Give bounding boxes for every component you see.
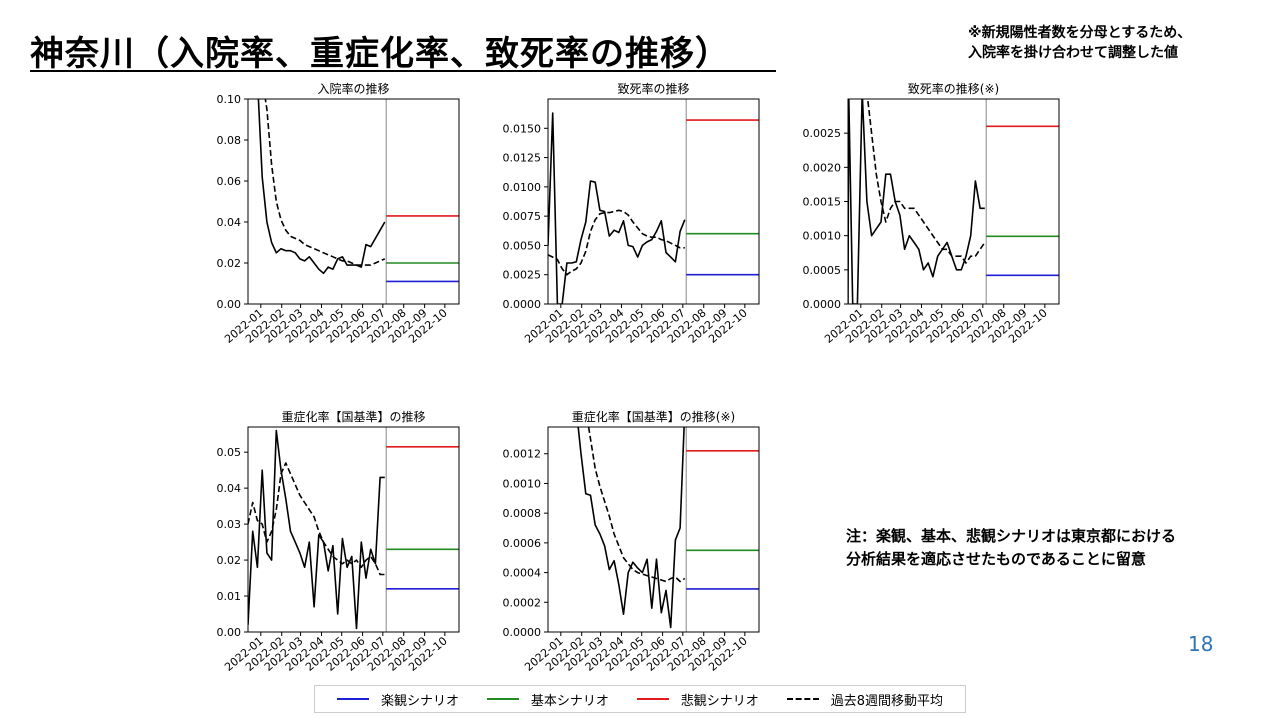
y-tick-label: 0.0075 <box>503 210 542 223</box>
y-tick-label: 0.0025 <box>503 269 542 282</box>
legend-swatch-moving-average <box>786 698 819 700</box>
series-line-moving-average <box>587 427 686 583</box>
y-tick-label: 0.0002 <box>503 596 542 609</box>
y-tick-label: 0.02 <box>217 554 242 567</box>
y-tick-label: 0.02 <box>217 257 242 270</box>
legend-label-optimistic: 楽観シナリオ <box>380 693 459 709</box>
title-underline <box>30 70 776 72</box>
y-tick-label: 0.06 <box>217 175 242 188</box>
legend-label-pessimistic: 悲観シナリオ <box>680 693 759 709</box>
y-tick-label: 0.03 <box>217 518 242 531</box>
y-tick-label: 0.00 <box>217 626 242 639</box>
legend: 楽観シナリオ 基本シナリオ 悲観シナリオ 過去8週間移動平均 <box>314 685 966 713</box>
scenario-note-line-2: 分析結果を適応させたものであることに留意 <box>846 550 1146 568</box>
plot-frame <box>247 426 460 633</box>
chart-severe-rate: 重症化率【国基準】の推移0.000.010.020.030.040.052022… <box>217 409 460 674</box>
chart-title: 致死率の推移(※) <box>908 81 999 96</box>
y-tick-label: 0.10 <box>217 93 242 106</box>
y-tick-label: 0.0050 <box>503 239 542 252</box>
y-tick-label: 0.0025 <box>803 127 842 140</box>
y-tick-label: 0.04 <box>217 482 242 495</box>
plot-frame <box>247 98 460 305</box>
plot-frame <box>847 98 1060 305</box>
adjustment-note-line-2: 入院率を掛け合わせて調整した値 <box>968 45 1178 61</box>
y-tick-label: 0.0000 <box>503 626 542 639</box>
y-tick-label: 0.0150 <box>503 122 542 135</box>
scenario-note-line-1: 注：楽観、基本、悲観シナリオは東京都における <box>846 527 1177 545</box>
chart-fatality-rate-adjusted: 致死率の推移(※) 0.0000 0.0005 0.0010 0.0015 0.0020 0… <box>803 81 1060 346</box>
series-group <box>248 429 459 630</box>
legend-swatch-pessimistic <box>636 698 669 700</box>
y-tick-label: 0.0005 <box>803 264 842 277</box>
legend-item-optimistic: 楽観シナリオ <box>336 690 459 709</box>
y-tick-label: 0.0006 <box>503 537 542 550</box>
page-title: 神奈川（入院率、重症化率、致死率の推移） <box>30 34 730 74</box>
series-line-actual <box>577 427 685 629</box>
y-tick-label: 0.0125 <box>503 152 542 165</box>
legend-swatch-optimistic <box>336 698 369 700</box>
chart-fatality-rate: 致死率の推移 0.0000 0.0025 0.0050 0.0075 0.0100 0.01… <box>503 81 760 346</box>
series-line-moving-average <box>248 462 385 576</box>
y-tick-label: 0.0100 <box>503 181 542 194</box>
plot-frame <box>547 98 760 305</box>
y-tick-label: 0.0000 <box>803 298 842 311</box>
chart-title: 重症化率【国基準】の推移(※) <box>572 409 735 424</box>
series-group <box>257 99 459 283</box>
series-line-actual <box>848 99 985 304</box>
chart-title: 入院率の推移 <box>317 81 389 96</box>
chart-severe-rate-adjusted: 重症化率【国基準】の推移(※) 0.0000 0.0002 0.0004 0.0006 0… <box>503 409 760 674</box>
y-tick-label: 0.0015 <box>803 196 842 209</box>
y-tick-label: 0.00 <box>217 298 242 311</box>
adjustment-note-line-1: ※新規陽性者数を分母とするため、 <box>968 25 1192 41</box>
y-tick-label: 0.01 <box>217 590 242 603</box>
series-line-actual <box>257 99 386 275</box>
legend-swatch-base <box>486 698 519 700</box>
series-group <box>577 427 759 629</box>
y-tick-label: 0.0000 <box>503 298 542 311</box>
series-group <box>848 99 1059 304</box>
y-tick-label: 0.08 <box>217 134 242 147</box>
series-line-moving-average <box>866 99 986 264</box>
series-line-moving-average <box>264 99 386 266</box>
adjustment-note: ※新規陽性者数を分母とするため、 入院率を掛け合わせて調整した値 <box>968 23 1191 63</box>
y-tick-label: 0.05 <box>217 446 242 459</box>
y-tick-label: 0.0004 <box>503 567 542 580</box>
y-tick-label: 0.0012 <box>503 448 542 461</box>
y-tick-label: 0.04 <box>217 216 242 229</box>
series-line-actual <box>548 112 686 304</box>
series-group <box>548 112 759 304</box>
page-number: 18 <box>1188 632 1214 656</box>
legend-item-pessimistic: 悲観シナリオ <box>636 690 759 709</box>
y-tick-label: 0.0010 <box>803 230 842 243</box>
y-tick-label: 0.0010 <box>503 477 542 490</box>
legend-item-moving-average: 過去8週間移動平均 <box>786 690 943 709</box>
series-line-actual <box>248 429 385 630</box>
y-tick-label: 0.0020 <box>803 161 842 174</box>
plot-frame <box>547 426 760 633</box>
legend-label-moving-average: 過去8週間移動平均 <box>830 693 943 709</box>
chart-title: 重症化率【国基準】の推移 <box>281 409 425 424</box>
chart-title: 致死率の推移 <box>617 81 689 96</box>
legend-label-base: 基本シナリオ <box>530 693 609 709</box>
chart-hospitalization-rate: 入院率の推移0.000.020.040.060.080.102022-01202… <box>217 81 460 346</box>
y-tick-label: 0.0008 <box>503 507 542 520</box>
series-line-moving-average <box>548 209 685 276</box>
scenario-note: 注：楽観、基本、悲観シナリオは東京都における 分析結果を適応させたものであること… <box>846 525 1176 571</box>
legend-item-base: 基本シナリオ <box>486 690 609 709</box>
